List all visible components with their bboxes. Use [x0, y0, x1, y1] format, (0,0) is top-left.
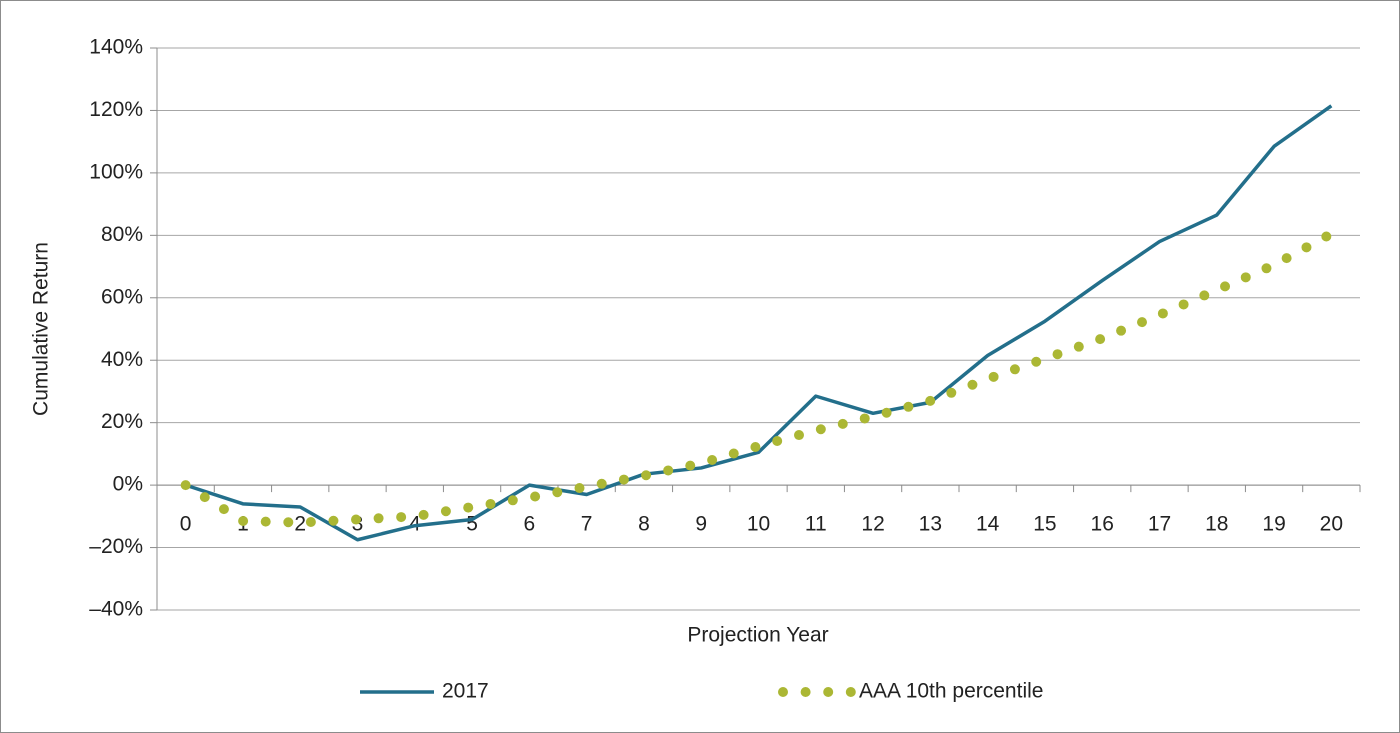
y-tick-label: 0%	[113, 473, 143, 496]
x-tick-label: 2	[294, 513, 306, 536]
y-tick-label: 80%	[101, 223, 143, 246]
legend-label: AAA 10th percentile	[859, 680, 1043, 703]
x-tick-label: 16	[1091, 513, 1114, 536]
y-tick-label: –20%	[89, 535, 143, 558]
y-axis-label: Cumulative Return	[30, 242, 53, 416]
x-axis-label: Projection Year	[687, 624, 828, 647]
x-tick-label: 12	[861, 513, 884, 536]
x-tick-label: 15	[1033, 513, 1056, 536]
x-tick-label: 6	[524, 513, 536, 536]
x-tick-label: 9	[695, 513, 707, 536]
x-tick-label: 0	[180, 513, 192, 536]
x-tick-label: 18	[1205, 513, 1228, 536]
x-tick-label: 7	[581, 513, 593, 536]
y-tick-label: 120%	[89, 98, 143, 121]
x-tick-label: 11	[805, 513, 827, 536]
x-tick-label: 14	[976, 513, 1000, 536]
x-tick-label: 17	[1148, 513, 1171, 536]
x-tick-label: 8	[638, 513, 650, 536]
y-tick-label: 100%	[89, 160, 143, 183]
x-tick-label: 10	[747, 513, 770, 536]
y-tick-label: 60%	[101, 285, 143, 308]
legend-label: 2017	[442, 680, 489, 703]
x-tick-label: 19	[1262, 513, 1285, 536]
line-series	[185, 104, 1333, 542]
y-tick-label: 40%	[101, 348, 143, 371]
y-tick-label: 140%	[89, 36, 143, 59]
y-tick-label: –40%	[89, 598, 143, 621]
x-tick-label: 13	[919, 513, 942, 536]
x-tick-label: 5	[466, 513, 478, 536]
x-tick-label: 20	[1320, 513, 1343, 536]
line-series	[180, 228, 1337, 528]
y-tick-label: 20%	[101, 410, 143, 433]
